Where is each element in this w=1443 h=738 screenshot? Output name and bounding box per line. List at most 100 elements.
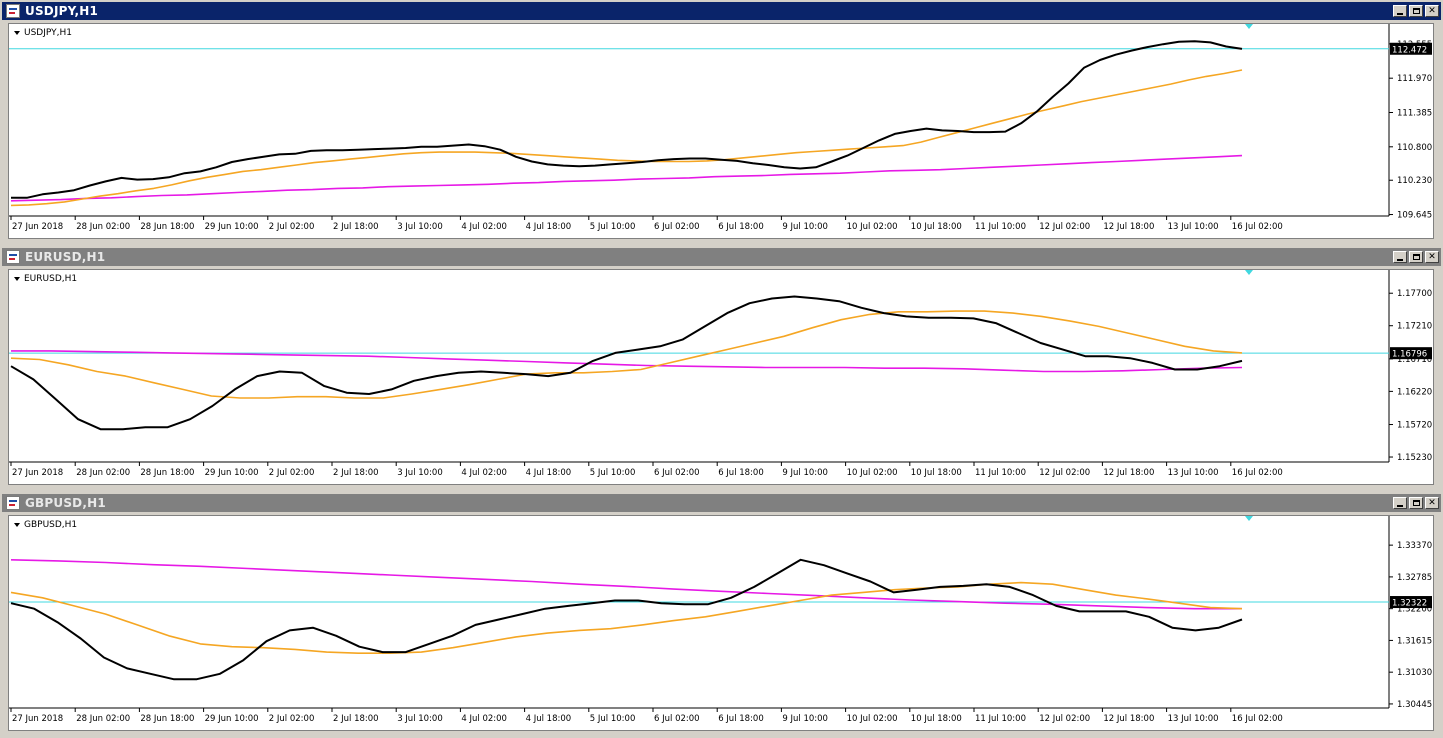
x-tick-label: 5 Jul 10:00 [590,222,636,232]
series-line [10,154,1243,202]
chart-window-gbpusd[interactable]: GBPUSD,H1 ✕ GBPUSD,H1 1.33370 1.32785 1.32… [0,492,1443,738]
x-tick-label: 4 Jul 02:00 [461,222,507,232]
chart-symbol-label: USDJPY,H1 [14,28,72,38]
x-tick-label: 11 Jul 10:00 [975,468,1026,478]
window-titlebar[interactable]: GBPUSD,H1 ✕ [2,494,1441,512]
current-price-label: 1.16796 [1392,350,1427,360]
series-line [11,350,1243,373]
series-line [10,559,1242,610]
chart-window-usdjpy[interactable]: USDJPY,H1 ✕ USDJPY,H1 112.555111.970111.… [0,0,1443,246]
x-tick-label: 27 Jun 2018 [12,468,63,478]
x-tick-label: 3 Jul 10:00 [397,714,443,724]
x-tick-label: 2 Jul 02:00 [269,222,315,232]
y-tick-label: 1.16710 [1397,355,1432,365]
chart-symbol-text: GBPUSD,H1 [24,520,78,530]
x-tick-label: 13 Jul 10:00 [1168,468,1219,478]
current-price-label: 112.472 [1392,45,1427,55]
x-tick-label: 29 Jun 10:00 [205,714,259,724]
minimize-icon[interactable] [1393,497,1407,509]
x-tick-label: 13 Jul 10:00 [1168,714,1219,724]
x-tick-label: 4 Jul 18:00 [526,222,572,232]
price-chart-svg: 1.33370 1.32785 1.32200 1.31615 1.31030 1.304… [9,516,1432,724]
x-tick-label: 6 Jul 02:00 [654,468,700,478]
maximize-icon[interactable] [1409,5,1423,17]
y-tick-label: 1.30445 [1397,700,1432,710]
y-tick-label: 1.15230 [1397,453,1432,463]
x-tick-label: 28 Jun 02:00 [76,468,130,478]
series-line [10,69,1243,207]
x-tick-label: 16 Jul 02:00 [1232,714,1283,724]
chart-window-icon [6,4,20,18]
x-tick-label: 11 Jul 10:00 [975,222,1026,232]
x-tick-label: 9 Jul 10:00 [782,468,828,478]
window-title: EURUSD,H1 [25,250,106,264]
window-titlebar[interactable]: EURUSD,H1 ✕ [2,248,1441,266]
x-tick-label: 3 Jul 10:00 [397,468,443,478]
x-tick-label: 10 Jul 02:00 [847,468,898,478]
x-tick-label: 16 Jul 02:00 [1232,468,1283,478]
x-tick-label: 2 Jul 18:00 [333,222,379,232]
x-tick-label: 13 Jul 10:00 [1168,222,1219,232]
current-price-box [1390,347,1432,360]
y-tick-label: 111.970 [1397,74,1432,84]
x-tick-label: 5 Jul 10:00 [590,714,636,724]
current-price-box [1390,596,1432,609]
x-tick-label: 6 Jul 18:00 [718,714,764,724]
chart-window-icon [6,496,20,510]
current-price-box [1390,42,1432,55]
x-tick-label: 4 Jul 18:00 [526,714,572,724]
window-titlebar[interactable]: USDJPY,H1 ✕ [2,2,1441,20]
dropdown-triangle-icon [14,31,20,35]
x-tick-label: 4 Jul 02:00 [461,468,507,478]
chart-shift-marker-icon [1245,516,1253,521]
y-tick-label: 1.33370 [1397,541,1432,551]
x-tick-label: 5 Jul 10:00 [590,468,636,478]
x-tick-label: 11 Jul 10:00 [975,714,1026,724]
x-tick-label: 29 Jun 10:00 [205,222,259,232]
x-tick-label: 10 Jul 18:00 [911,468,962,478]
x-tick-label: 12 Jul 02:00 [1039,222,1090,232]
x-tick-label: 2 Jul 18:00 [333,714,379,724]
minimize-icon[interactable] [1393,251,1407,263]
series-line [11,40,1243,199]
x-tick-label: 6 Jul 02:00 [654,222,700,232]
y-tick-label: 1.16220 [1397,387,1432,397]
chart-symbol-text: USDJPY,H1 [24,28,72,38]
chart-area[interactable]: GBPUSD,H1 1.33370 1.32785 1.32200 1.31615 1.… [8,515,1434,731]
y-tick-label: 110.800 [1397,143,1432,153]
series-line [10,581,1243,654]
y-tick-label: 1.15720 [1397,421,1432,431]
x-tick-label: 12 Jul 18:00 [1103,222,1154,232]
dropdown-triangle-icon [14,523,20,527]
x-tick-label: 16 Jul 02:00 [1232,222,1283,232]
chart-area[interactable]: USDJPY,H1 112.555111.970111.385110.80011… [8,23,1434,239]
maximize-icon[interactable] [1409,251,1423,263]
y-tick-label: 1.17700 [1397,289,1432,299]
x-tick-label: 4 Jul 02:00 [461,714,507,724]
y-tick-label: 110.230 [1397,176,1432,186]
x-tick-label: 2 Jul 02:00 [269,714,315,724]
x-tick-label: 10 Jul 02:00 [847,714,898,724]
y-tick-label: 109.645 [1397,211,1432,221]
maximize-icon[interactable] [1409,497,1423,509]
close-icon[interactable]: ✕ [1425,251,1439,263]
x-tick-label: 3 Jul 10:00 [397,222,443,232]
x-tick-label: 6 Jul 18:00 [718,222,764,232]
minimize-icon[interactable] [1393,5,1407,17]
y-tick-label: 1.32200 [1397,605,1432,615]
x-tick-label: 28 Jun 02:00 [76,222,130,232]
x-tick-label: 10 Jul 02:00 [847,222,898,232]
y-tick-label: 1.31030 [1397,668,1432,678]
close-icon[interactable]: ✕ [1425,497,1439,509]
x-tick-label: 2 Jul 18:00 [333,468,379,478]
x-tick-label: 4 Jul 18:00 [526,468,572,478]
x-tick-label: 6 Jul 18:00 [718,468,764,478]
series-line [10,558,1243,681]
chart-window-icon [6,250,20,264]
x-tick-label: 28 Jun 02:00 [76,714,130,724]
chart-area[interactable]: EURUSD,H1 1.17700 1.17210 1.16710 1.16220 1.… [8,269,1434,485]
close-icon[interactable]: ✕ [1425,5,1439,17]
price-chart-svg: 112.555111.970111.385110.800110.230109.6… [9,24,1432,232]
x-tick-label: 29 Jun 10:00 [205,468,259,478]
chart-window-eurusd[interactable]: EURUSD,H1 ✕ EURUSD,H1 1.17700 1.17210 1.16… [0,246,1443,492]
